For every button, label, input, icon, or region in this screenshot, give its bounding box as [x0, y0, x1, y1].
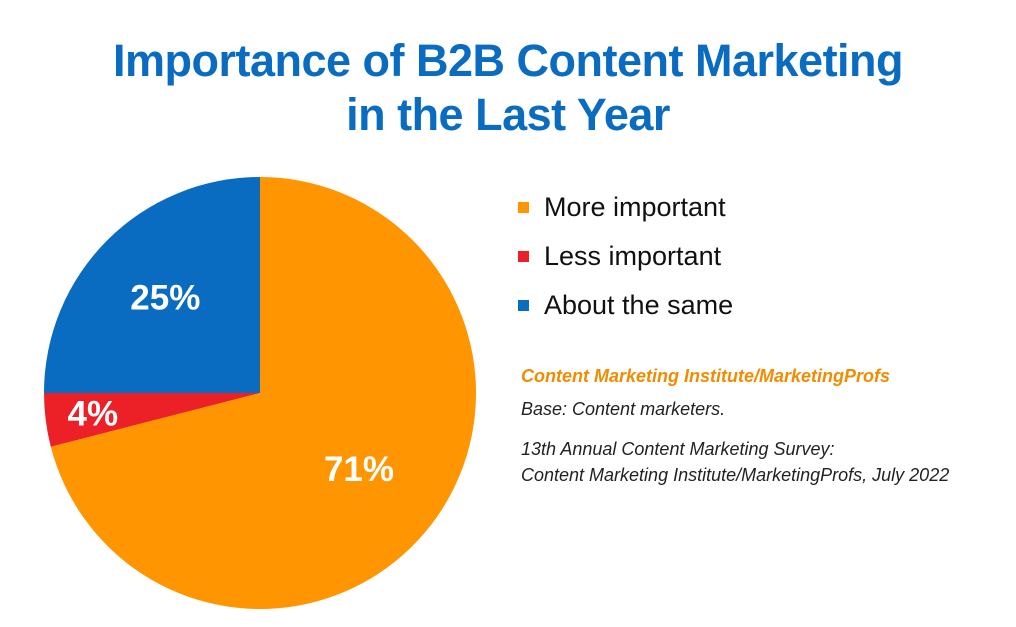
- chart-title-line-1: Importance of B2B Content Marketing: [112, 35, 904, 86]
- legend-item-about-the-same: About the same: [518, 281, 733, 330]
- legend-swatch-less-important: [518, 251, 529, 262]
- legend-label-about-the-same: About the same: [544, 290, 734, 320]
- legend-swatch-more-important: [518, 202, 529, 213]
- pie-slice-less-important: [44, 393, 260, 447]
- source-base: Base: Content marketers.: [521, 399, 726, 419]
- source-notes: Content Marketing Institute/MarketingPro…: [521, 366, 949, 488]
- legend-item-more-important: More important: [518, 183, 733, 232]
- source-organization: Content Marketing Institute/MarketingPro…: [521, 366, 891, 386]
- chart-title: Importance of B2B Content Marketing in t…: [0, 34, 1016, 142]
- pie-slice-more-important: [50, 177, 477, 609]
- source-survey-line-2: Content Marketing Institute/MarketingPro…: [521, 465, 950, 485]
- legend-label-less-important: Less important: [544, 241, 722, 271]
- legend-label-more-important: More important: [544, 192, 726, 222]
- source-survey-line-1: 13th Annual Content Marketing Survey:: [521, 439, 835, 459]
- legend-item-less-important: Less important: [518, 232, 733, 281]
- pie-label-about-the-same: 25%: [130, 279, 200, 318]
- pie-label-less-important: 4%: [68, 394, 119, 433]
- legend: More important Less important About the …: [518, 183, 733, 330]
- chart-title-line-2: in the Last Year: [346, 89, 670, 140]
- pie-slice-about-the-same: [44, 177, 260, 393]
- pie-label-more-important: 71%: [324, 450, 394, 489]
- legend-swatch-about-the-same: [518, 300, 529, 311]
